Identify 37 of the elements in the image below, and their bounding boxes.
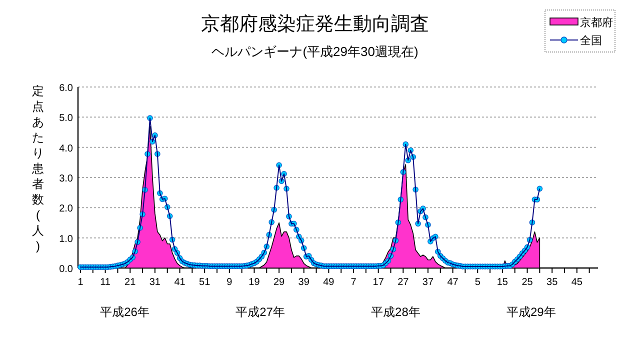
x-tick-label: 49 [323, 277, 335, 288]
x-tick-label: 29 [273, 277, 286, 288]
y-tick-label: 4.0 [59, 143, 74, 154]
text: 平成29年 [506, 305, 556, 319]
x-tick-label: 5 [474, 277, 481, 288]
text: 定点あたり患者数(人) [32, 84, 44, 253]
x-tick-label: 39 [298, 277, 310, 288]
x-tick-label: 35 [546, 277, 558, 288]
x-tick-label: 51 [199, 277, 211, 288]
x-tick-label: 11 [100, 277, 111, 288]
legend-label: 全国 [580, 35, 602, 47]
y-tick-label: 3.0 [59, 174, 74, 184]
x-tick-label: 25 [522, 277, 534, 288]
x-tick-label: 17 [372, 277, 384, 288]
x-tick-label: 7 [350, 277, 357, 288]
x-tick-label: 1 [78, 277, 84, 288]
y-tick-label: 1.0 [59, 234, 74, 245]
text: 平成28年 [371, 305, 420, 319]
text: 平成26年 [100, 305, 150, 319]
x-tick-label: 47 [447, 277, 459, 288]
x-tick-label: 9 [226, 277, 233, 288]
y-tick-label: 6.0 [59, 83, 74, 94]
x-tick-label: 31 [149, 277, 161, 288]
x-tick-label: 27 [398, 277, 410, 288]
x-tick-label: 45 [571, 277, 583, 288]
legend-label: 京都府 [580, 16, 613, 29]
x-tick-label: 41 [174, 277, 186, 288]
x-tick-label: 37 [422, 277, 434, 288]
x-tick-label: 15 [496, 277, 508, 288]
x-tick-label: 19 [248, 277, 260, 288]
chart-title: 京都府感染症発生動向調査 [201, 13, 429, 35]
y-tick-label: 0.0 [59, 264, 74, 275]
text: 平成27年 [236, 305, 285, 319]
chart-subtitle: ヘルパンギーナ(平成29年30週現在) [212, 44, 418, 59]
y-tick-label: 5.0 [59, 113, 74, 124]
y-tick-label: 2.0 [59, 204, 74, 215]
x-tick-label: 21 [124, 277, 136, 288]
